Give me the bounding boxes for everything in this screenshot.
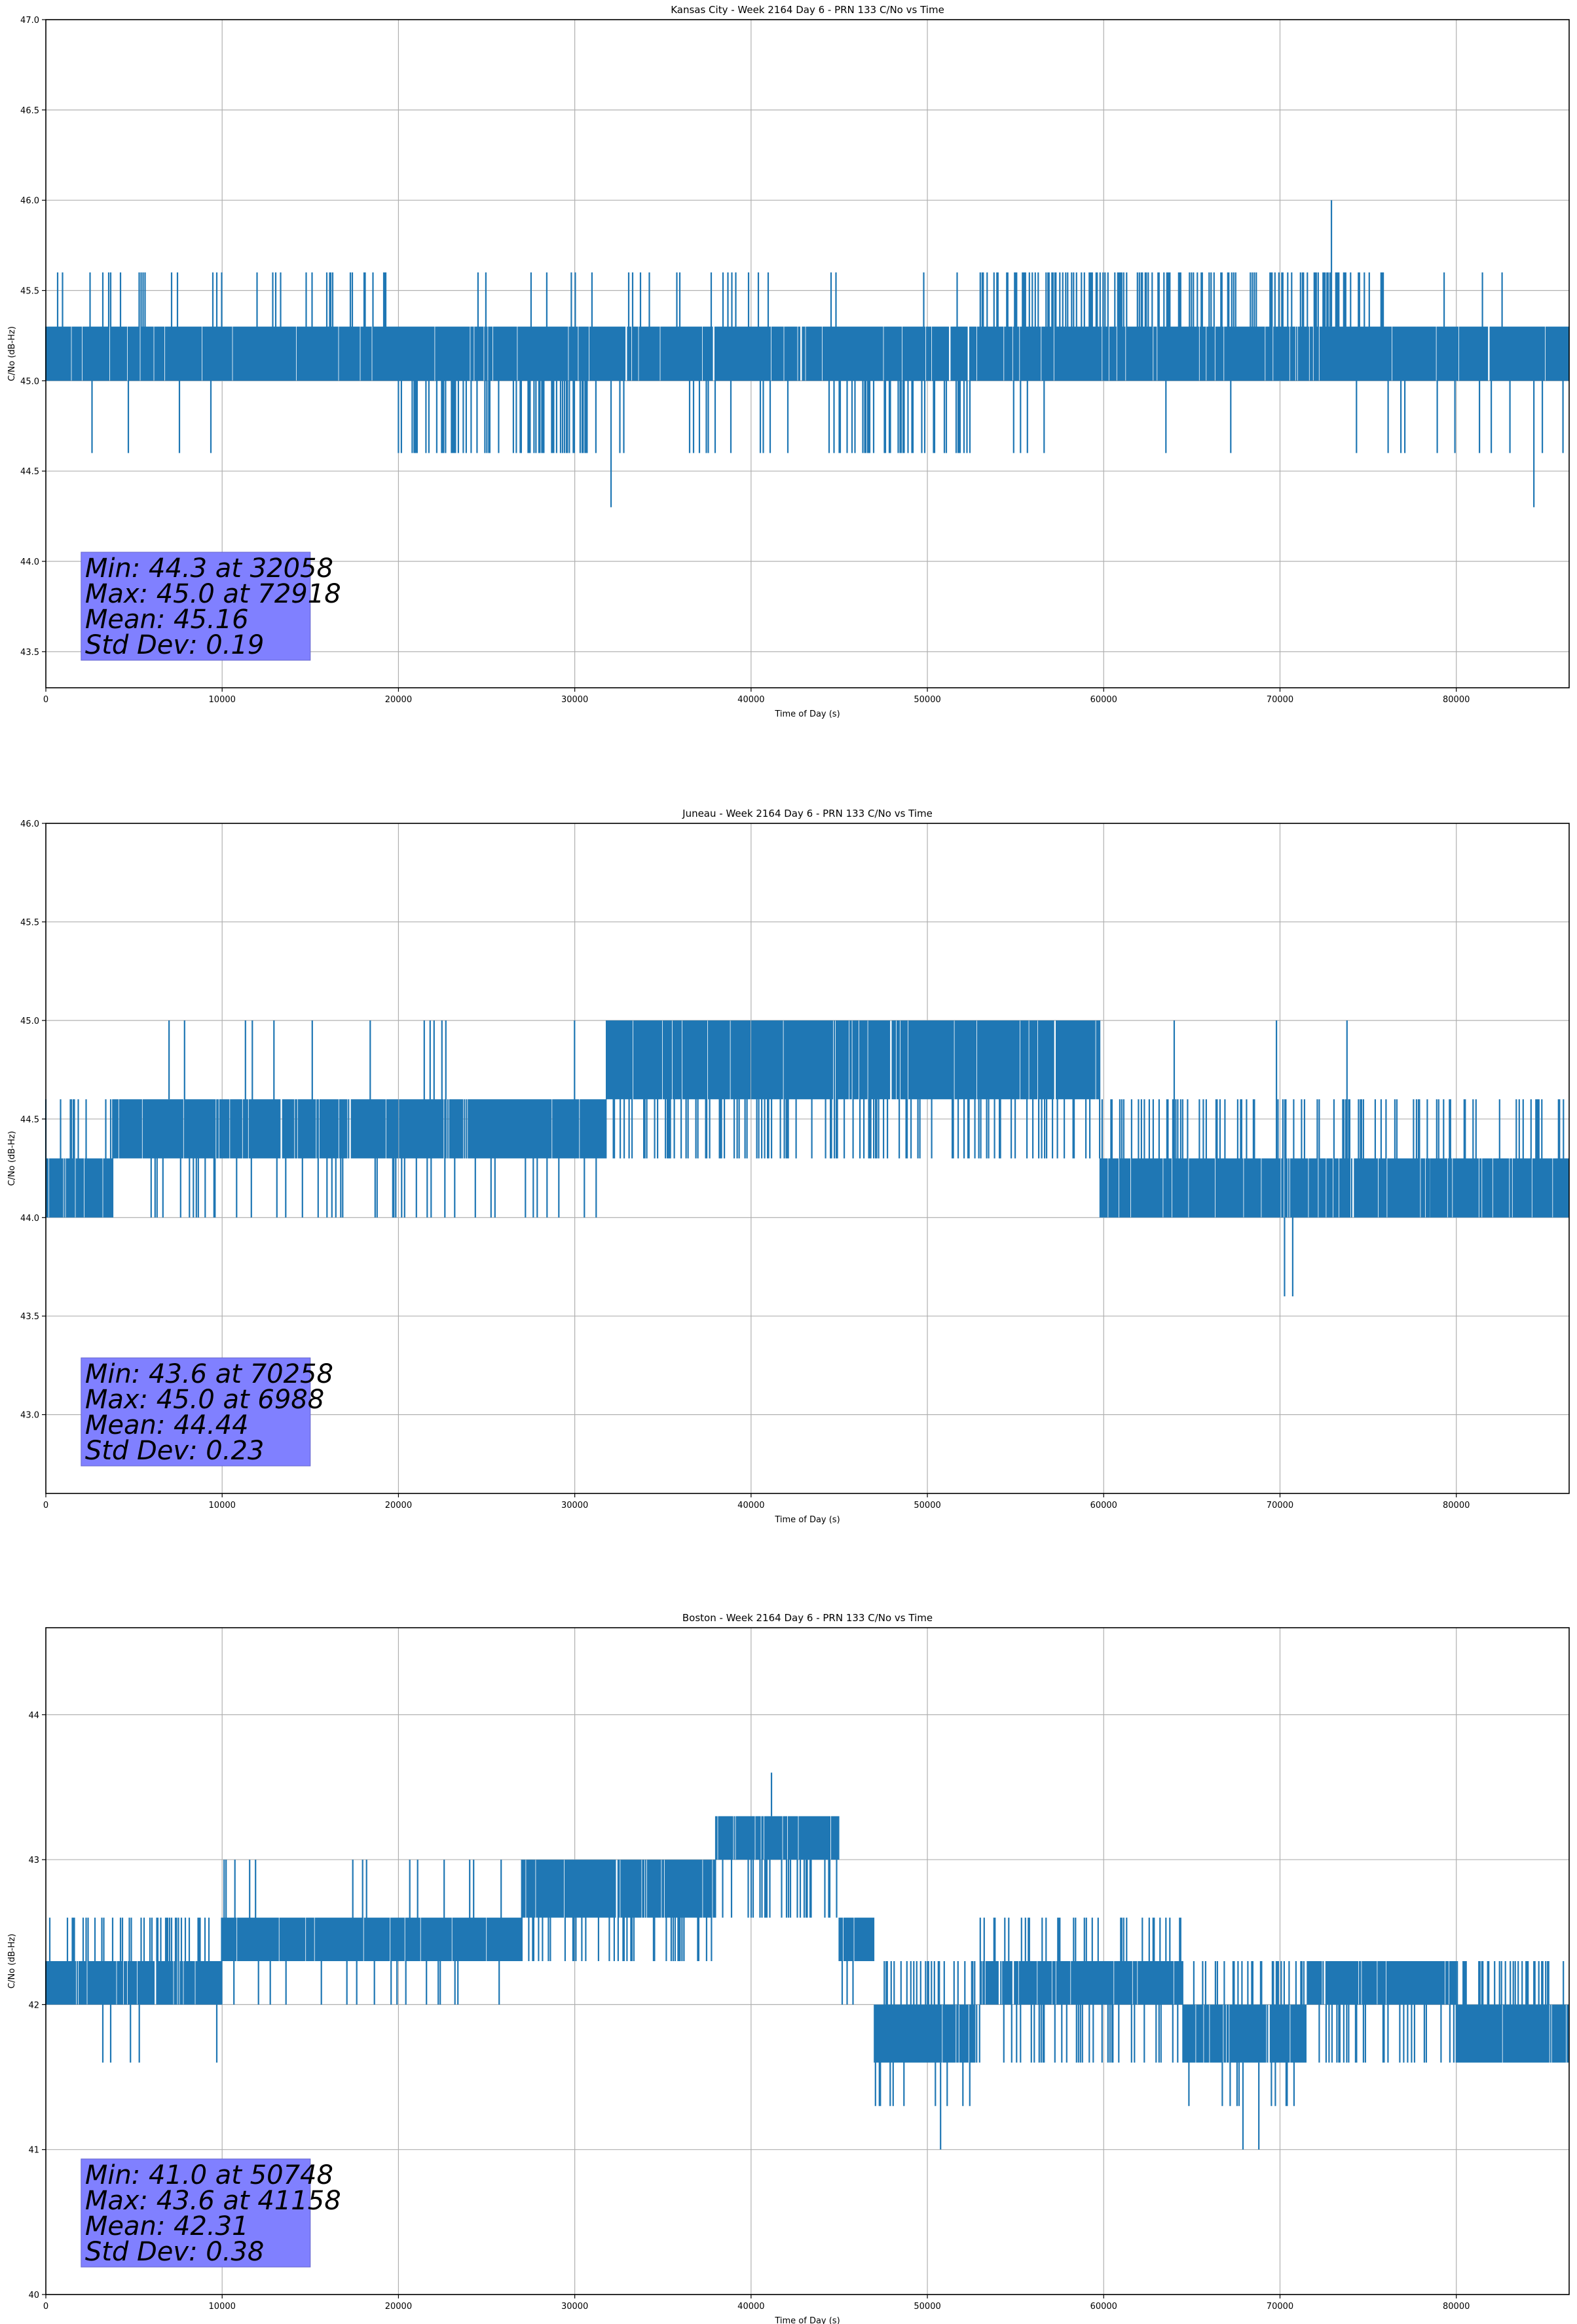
chart-kansas-city: Kansas City - Week 2164 Day 6 - PRN 133 … bbox=[7, 4, 1570, 719]
x-tick-label: 10000 bbox=[209, 695, 236, 705]
x-tick-label: 80000 bbox=[1443, 1501, 1470, 1510]
y-tick-label: 45.0 bbox=[20, 377, 39, 386]
x-tick-label: 20000 bbox=[385, 695, 412, 705]
series-line bbox=[45, 1020, 1569, 1297]
x-tick-label: 40000 bbox=[737, 2302, 764, 2312]
y-axis-label: C/No (dB-Hz) bbox=[7, 326, 17, 381]
y-tick-label: 41 bbox=[28, 2146, 39, 2156]
x-tick-label: 80000 bbox=[1443, 695, 1470, 705]
x-tick-label: 70000 bbox=[1267, 695, 1293, 705]
chart-title: Boston - Week 2164 Day 6 - PRN 133 C/No … bbox=[682, 1612, 933, 1624]
x-tick-label: 60000 bbox=[1090, 2302, 1117, 2312]
x-tick-label: 40000 bbox=[737, 695, 764, 705]
x-tick-label: 50000 bbox=[914, 1501, 940, 1510]
x-axis-label: Time of Day (s) bbox=[774, 2316, 840, 2324]
stats-line: Std Dev: 0.19 bbox=[85, 630, 265, 660]
x-tick-label: 40000 bbox=[737, 1501, 764, 1510]
chart-title: Juneau - Week 2164 Day 6 - PRN 133 C/No … bbox=[682, 808, 933, 819]
y-tick-label: 45.5 bbox=[20, 287, 39, 297]
x-tick-label: 10000 bbox=[209, 2302, 236, 2312]
stats-line: Std Dev: 0.38 bbox=[85, 2237, 265, 2267]
x-tick-label: 30000 bbox=[561, 2302, 588, 2312]
stats-line: Max: 45.0 at 72918 bbox=[85, 579, 341, 609]
y-tick-label: 46.0 bbox=[20, 197, 39, 206]
plot-frame bbox=[45, 1627, 1570, 2295]
chart-juneau: Juneau - Week 2164 Day 6 - PRN 133 C/No … bbox=[7, 808, 1570, 1525]
y-tick-label: 40 bbox=[28, 2291, 39, 2300]
y-tick-label: 43 bbox=[28, 1856, 39, 1865]
stats-line: Min: 44.3 at 32058 bbox=[85, 553, 333, 584]
x-tick-label: 0 bbox=[43, 695, 48, 705]
chart-boston: Boston - Week 2164 Day 6 - PRN 133 C/No … bbox=[7, 1612, 1570, 2324]
x-tick-label: 80000 bbox=[1443, 2302, 1470, 2312]
stats-line: Max: 45.0 at 6988 bbox=[85, 1385, 324, 1415]
stats-line: Std Dev: 0.23 bbox=[85, 1436, 265, 1466]
stats-line: Mean: 45.16 bbox=[85, 605, 249, 635]
x-tick-label: 0 bbox=[43, 2302, 48, 2312]
x-tick-label: 10000 bbox=[209, 1501, 236, 1510]
y-tick-label: 44 bbox=[28, 1711, 39, 1721]
stats-line: Mean: 42.31 bbox=[85, 2211, 249, 2241]
x-tick-label: 50000 bbox=[914, 695, 940, 705]
data-series bbox=[45, 1020, 1569, 1297]
y-axis-label: C/No (dB-Hz) bbox=[7, 1934, 17, 1989]
y-tick-label: 45.0 bbox=[20, 1017, 39, 1026]
x-tick-label: 30000 bbox=[561, 695, 588, 705]
y-tick-label: 44.0 bbox=[20, 1214, 39, 1224]
x-axis-label: Time of Day (s) bbox=[774, 709, 840, 719]
y-tick-label: 46.5 bbox=[20, 106, 39, 116]
x-tick-label: 70000 bbox=[1267, 1501, 1293, 1510]
y-axis-label: C/No (dB-Hz) bbox=[7, 1131, 17, 1186]
x-tick-label: 20000 bbox=[385, 1501, 412, 1510]
stats-box bbox=[81, 1357, 311, 1467]
chart-title: Kansas City - Week 2164 Day 6 - PRN 133 … bbox=[671, 4, 944, 16]
x-tick-label: 20000 bbox=[385, 2302, 412, 2312]
y-tick-label: 43.0 bbox=[20, 1411, 39, 1421]
series-line bbox=[45, 272, 1570, 453]
x-tick-label: 50000 bbox=[914, 2302, 940, 2312]
y-tick-label: 45.5 bbox=[20, 918, 39, 928]
stats-line: Mean: 44.44 bbox=[85, 1410, 249, 1440]
y-tick-label: 46.0 bbox=[20, 819, 39, 829]
y-tick-label: 43.5 bbox=[20, 1312, 39, 1322]
x-tick-label: 60000 bbox=[1090, 695, 1117, 705]
y-tick-label: 47.0 bbox=[20, 16, 39, 26]
stats-line: Max: 43.6 at 41158 bbox=[85, 2186, 341, 2216]
stats-box bbox=[81, 552, 311, 661]
data-series bbox=[45, 200, 1570, 508]
x-tick-label: 30000 bbox=[561, 1501, 588, 1510]
y-tick-label: 44.5 bbox=[20, 467, 39, 477]
y-tick-label: 44.0 bbox=[20, 557, 39, 567]
plot-frame bbox=[45, 823, 1570, 1494]
stats-box bbox=[81, 2158, 311, 2268]
plot-frame bbox=[45, 19, 1570, 688]
x-axis-label: Time of Day (s) bbox=[774, 1515, 840, 1525]
data-series bbox=[45, 1772, 1569, 2150]
x-tick-label: 0 bbox=[43, 1501, 48, 1510]
y-tick-label: 42 bbox=[28, 2000, 39, 2010]
x-tick-label: 70000 bbox=[1267, 2302, 1293, 2312]
stats-line: Min: 41.0 at 50748 bbox=[85, 2160, 333, 2190]
stats-line: Min: 43.6 at 70258 bbox=[85, 1359, 333, 1389]
y-tick-label: 43.5 bbox=[20, 648, 39, 658]
y-tick-label: 44.5 bbox=[20, 1115, 39, 1125]
x-tick-label: 60000 bbox=[1090, 1501, 1117, 1510]
